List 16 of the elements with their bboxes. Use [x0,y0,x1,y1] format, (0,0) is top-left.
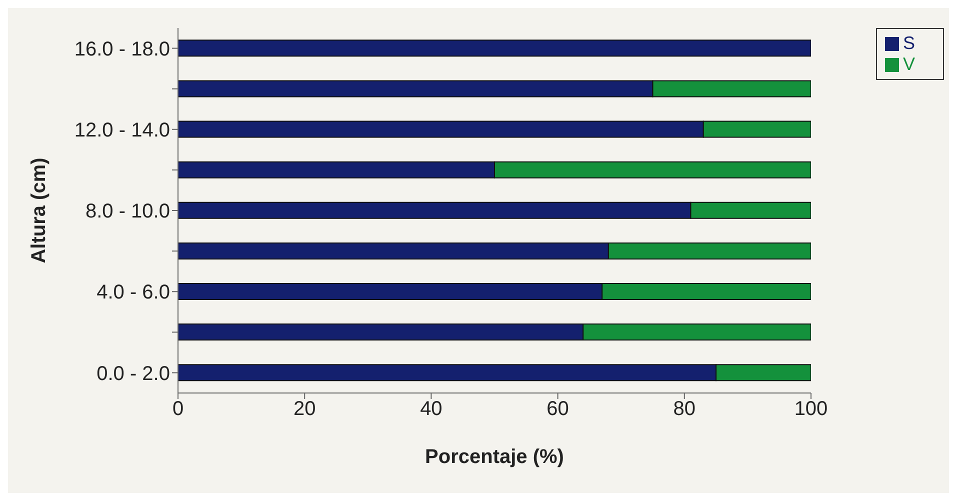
y-tick-label: 8.0 - 10.0 [85,200,170,223]
bar [178,40,811,57]
x-tick-label: 0 [172,398,184,420]
legend-label: V [903,54,916,74]
x-tick-label: 80 [673,398,696,420]
x-tick-label: 40 [420,398,442,420]
y-axis-title: Altura (cm) [28,158,50,264]
y-tick-label: 16.0 - 18.0 [74,38,170,60]
x-axis-title: Porcentaje (%) [425,446,564,468]
y-tick-label: 4.0 - 6.0 [96,282,170,304]
x-tick-label: 100 [794,398,828,420]
y-tick-label: 0.0 - 2.0 [96,362,170,385]
x-tick-label: 20 [293,398,316,420]
legend-label: S [903,33,916,53]
x-tick-label: 60 [546,398,569,420]
y-tick-label: 12.0 - 14.0 [74,119,170,142]
